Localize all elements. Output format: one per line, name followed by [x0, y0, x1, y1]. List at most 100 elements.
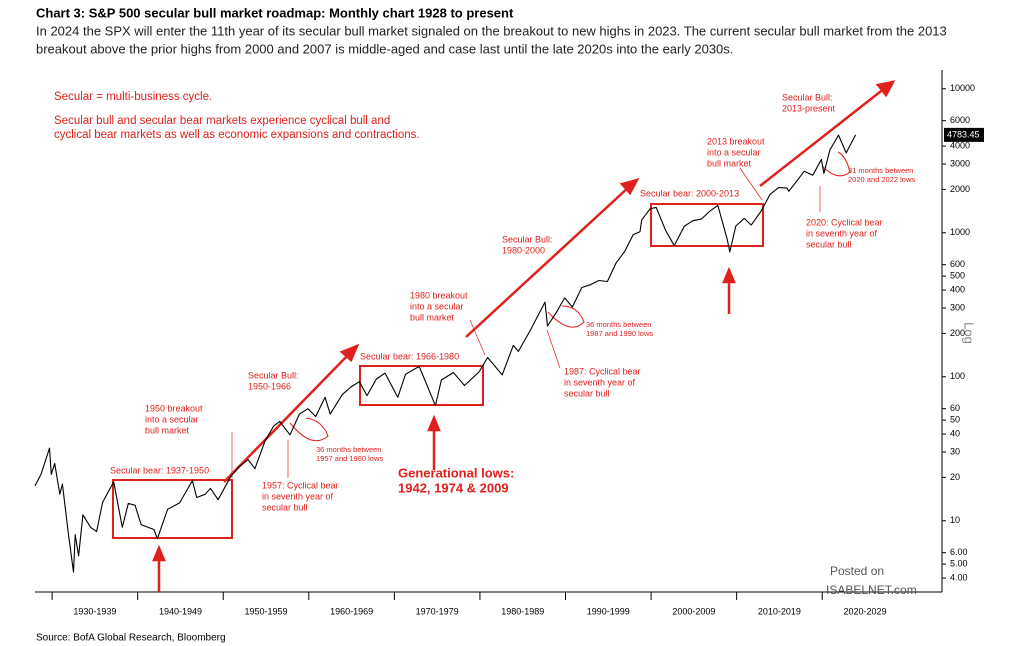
subtitle: breakout above the prior highs from 2000…	[36, 41, 733, 56]
x-tick-label: 1990-1999	[587, 606, 630, 616]
source: Source: BofA Global Research, Bloomberg	[36, 633, 226, 644]
arrow-head	[427, 414, 441, 432]
arrow	[759, 87, 886, 187]
annotation: 1980-2000	[502, 245, 545, 255]
arrow-head	[722, 266, 736, 284]
y-tick-label: 4000	[950, 140, 970, 150]
y-tick-label: 300	[950, 302, 965, 312]
arrow	[223, 352, 351, 483]
curve	[547, 305, 585, 328]
box	[112, 479, 233, 539]
annotation: into a secular	[707, 147, 761, 157]
annotation: Secular bull and secular bear markets ex…	[54, 115, 390, 127]
y-tick-label: 100	[950, 371, 965, 381]
arrow-head	[339, 343, 360, 363]
box	[359, 365, 484, 406]
watermark: ISABELNET.com	[826, 583, 917, 597]
curve	[289, 417, 329, 442]
annotation: Secular = multi-business cycle.	[54, 91, 212, 103]
x-tick-label: 2000-2009	[672, 606, 715, 616]
y-tick-label: 60	[950, 403, 960, 413]
annotation: 1980 breakout	[410, 290, 468, 300]
last-value-label: 4783.45	[947, 129, 980, 139]
annotation: Secular Bull:	[502, 234, 553, 244]
annotation: 2013-present	[782, 103, 836, 113]
watermark: Posted on	[830, 564, 884, 578]
annotation: 1957 and 1960 lows	[316, 454, 383, 463]
y-tick-label: 30	[950, 446, 960, 456]
annotation: 31 months between	[848, 166, 913, 175]
y-axis-label: Log	[962, 322, 977, 344]
y-tick-label: 600	[950, 259, 965, 269]
annotation: Generational lows:	[398, 465, 514, 480]
annotation: Secular Bull:	[248, 370, 299, 380]
annotation: into a secular	[410, 301, 464, 311]
y-tick-label: 200	[950, 328, 965, 338]
annotation-shapes	[112, 80, 896, 592]
annotation: 1942, 1974 & 2009	[398, 480, 509, 495]
annotation: 1987 and 1990 lows	[586, 329, 653, 338]
annotation: in seventh year of	[262, 491, 334, 501]
annotation: secular bull	[262, 502, 308, 512]
subtitle: In 2024 the SPX will enter the 11th year…	[36, 23, 947, 38]
y-tick-label: 6.00	[950, 547, 968, 557]
x-tick-label: 1960-1969	[330, 606, 373, 616]
annotation: in seventh year of	[806, 228, 878, 238]
annotation: 1950 breakout	[145, 403, 203, 413]
x-tick-label: 1970-1979	[416, 606, 459, 616]
leader	[469, 319, 486, 356]
y-tick-label: 2000	[950, 184, 970, 194]
y-tick-label: 6000	[950, 115, 970, 125]
arrow	[465, 185, 631, 338]
x-tick-label: 1980-1989	[501, 606, 544, 616]
annotation: 1987: Cyclical bear	[564, 366, 641, 376]
y-tick-label: 4.00	[950, 572, 968, 582]
last-value-box	[944, 127, 984, 142]
annotation: 36 months between	[586, 320, 651, 329]
annotation: cyclical bear markets as well as economi…	[54, 129, 420, 141]
box	[650, 203, 764, 247]
annotation: Secular bear: 1937-1950	[110, 465, 209, 475]
curve	[821, 151, 851, 177]
price-line	[34, 134, 857, 573]
y-tick-label: 500	[950, 270, 965, 280]
chart-title: Chart 3: S&P 500 secular bull market roa…	[36, 5, 514, 20]
annotation: 2020: Cyclical bear	[806, 217, 883, 227]
y-tick-label: 50	[950, 414, 960, 424]
annotation: 2013 breakout	[707, 136, 765, 146]
y-tick-label: 5.00	[950, 558, 968, 568]
x-tick-label: 1940-1949	[159, 606, 202, 616]
y-tick-label: 20	[950, 472, 960, 482]
x-tick-label: 1950-1959	[245, 606, 288, 616]
y-tick-label: 40	[950, 428, 960, 438]
y-tick-label: 1000	[950, 227, 970, 237]
annotation: Secular Bull:	[782, 92, 833, 102]
annotation: bull market	[145, 425, 190, 435]
arrows	[152, 80, 896, 592]
annotation: 2020 and 2022 lows	[848, 175, 915, 184]
annotation: 1950-1966	[248, 381, 291, 391]
leader	[739, 167, 763, 201]
x-tick-label: 2020-2029	[843, 606, 886, 616]
x-tick-label: 1930-1939	[73, 606, 116, 616]
y-tick-label: 3000	[950, 158, 970, 168]
arrow-head	[152, 544, 166, 562]
leader	[546, 329, 561, 369]
annotation: Secular bear: 2000-2013	[640, 188, 739, 198]
x-tick-label: 2010-2019	[758, 606, 801, 616]
annotation: bull market	[707, 158, 752, 168]
y-tick-label: 10000	[950, 83, 975, 93]
annotation: 36 months between	[316, 445, 381, 454]
y-tick-label: 400	[950, 284, 965, 294]
annotation: secular bull	[564, 388, 610, 398]
arrow-head	[875, 80, 896, 98]
annotation: Secular bear: 1966-1980	[360, 351, 459, 361]
annotation: bull market	[410, 312, 455, 322]
annotation: in seventh year of	[564, 377, 636, 387]
y-tick-label: 10	[950, 515, 960, 525]
annotation: 1957: Cyclical bear	[262, 480, 339, 490]
annotation: into a secular	[145, 414, 199, 424]
arrow-head	[619, 178, 640, 196]
annotation: secular bull	[806, 239, 852, 249]
